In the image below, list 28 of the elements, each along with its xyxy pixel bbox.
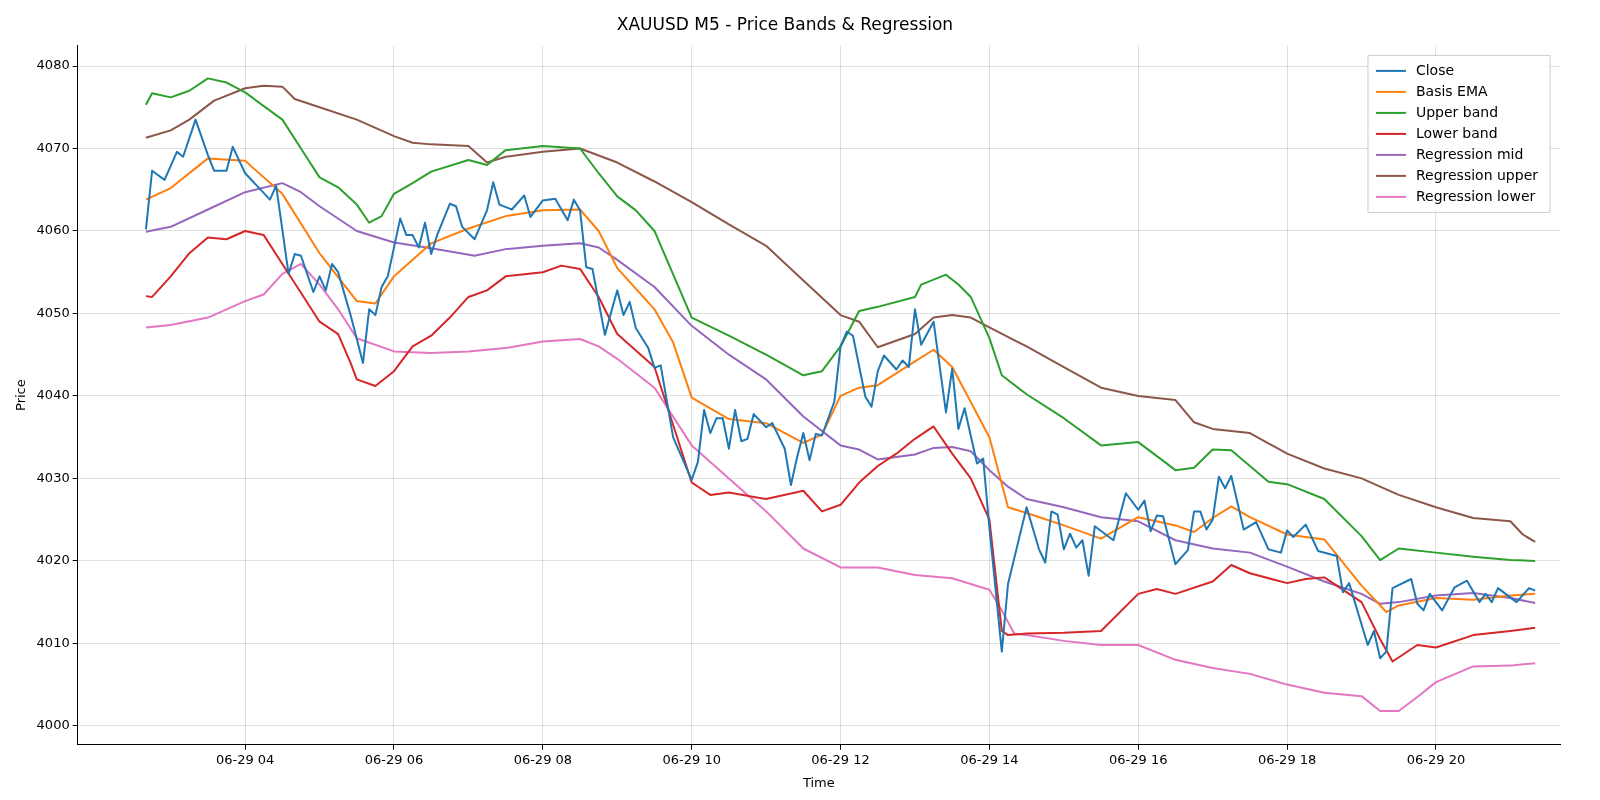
x-axis-title: Time xyxy=(801,774,835,790)
legend-label: Upper band xyxy=(1415,103,1499,120)
legend-label: Basis EMA xyxy=(1415,82,1488,99)
y-tick-label: 4060 xyxy=(36,222,70,238)
y-tick-label: 4030 xyxy=(36,469,70,485)
x-tick-label: 06-29 12 xyxy=(811,751,870,767)
x-tick-label: 06-29 04 xyxy=(215,751,275,767)
y-axis-title: Price xyxy=(13,379,29,411)
y-tick-label: 4080 xyxy=(36,57,70,73)
x-tick-label: 06-29 14 xyxy=(960,751,1019,767)
x-tick-label: 06-29 08 xyxy=(513,751,573,767)
legend-label: Regression upper xyxy=(1415,166,1539,183)
y-tick-label: 4050 xyxy=(36,304,70,320)
legend-label: Regression lower xyxy=(1415,187,1536,204)
legend-label: Regression mid xyxy=(1415,145,1524,162)
chart-title: XAUUSD M5 - Price Bands & Regression xyxy=(616,13,954,34)
legend-label: Close xyxy=(1415,61,1455,78)
y-tick-label: 4070 xyxy=(36,139,70,155)
y-tick-label: 4000 xyxy=(36,717,70,733)
y-tick-label: 4010 xyxy=(36,634,70,650)
x-tick-label: 06-29 16 xyxy=(1109,751,1168,767)
y-tick-label: 4040 xyxy=(36,387,70,403)
y-tick-label: 4020 xyxy=(36,552,70,568)
x-tick-label: 06-29 18 xyxy=(1257,751,1317,767)
x-tick-label: 06-29 10 xyxy=(662,751,721,767)
legend-label: Lower band xyxy=(1415,124,1498,141)
x-tick-label: 06-29 06 xyxy=(364,751,424,767)
x-tick-label: 06-29 20 xyxy=(1406,751,1466,767)
